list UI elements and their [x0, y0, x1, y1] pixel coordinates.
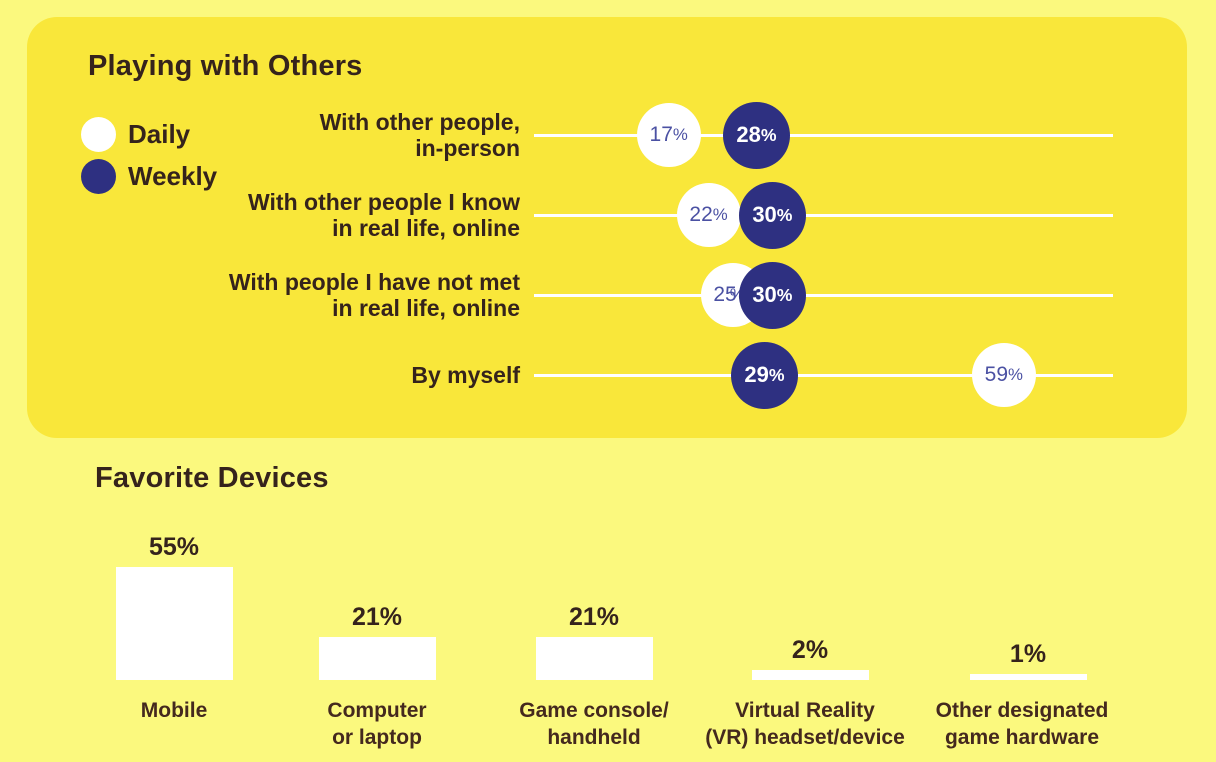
legend-item-daily: Daily: [81, 116, 190, 152]
dot-row-category-label: By myself: [411, 362, 520, 388]
legend-item-weekly: Weekly: [81, 158, 217, 194]
row-axis-line: [534, 214, 1113, 217]
bar-category-label: Computer or laptop: [327, 699, 427, 749]
playing-with-others-panel: Playing with Others Daily Weekly With ot…: [27, 17, 1187, 438]
dot-row-category-label: With other people I know in real life, on…: [248, 189, 520, 241]
bar-category-label: Virtual Reality (VR) headset/device: [705, 699, 905, 749]
bar-value-label: 2%: [791, 636, 829, 664]
device-bar: [115, 567, 233, 680]
bar-value-label: 55%: [148, 533, 200, 561]
favorite-devices-title: Favorite Devices: [95, 462, 329, 494]
dot-row-category-label: With people I have not met in real life, …: [228, 269, 520, 321]
device-bar: [318, 637, 436, 680]
dot-row-category-label: With other people, in-person: [319, 109, 520, 161]
bar-category-label: Other designated game hardware: [935, 699, 1109, 749]
row-axis-line: [534, 374, 1113, 377]
bar-value-label: 1%: [1009, 640, 1047, 668]
row-axis-line: [534, 134, 1113, 137]
weekly-dot: 28%: [722, 101, 790, 169]
weekly-dot: 30%: [738, 181, 806, 249]
weekly-legend-swatch-icon: [81, 158, 116, 194]
daily-dot: 17%: [636, 103, 701, 167]
weekly-dot: 29%: [730, 341, 798, 409]
row-axis-line: [534, 294, 1113, 297]
daily-dot: 59%: [971, 343, 1036, 407]
weekly-dot: 30%: [738, 261, 806, 329]
bar-category-label: Mobile: [140, 699, 208, 722]
daily-dot: 22%: [676, 183, 741, 247]
daily-legend-swatch-icon: [81, 116, 116, 152]
weekly-legend-label: Weekly: [128, 160, 218, 191]
playing-with-others-title: Playing with Others: [88, 50, 363, 82]
bar-value-label: 21%: [568, 603, 620, 631]
daily-legend-label: Daily: [128, 118, 191, 149]
bar-category-label: Game console/handheld: [519, 699, 669, 749]
device-bar: [751, 670, 869, 680]
device-bar: [535, 637, 653, 680]
device-bar: [969, 674, 1087, 680]
bar-value-label: 21%: [351, 603, 403, 631]
